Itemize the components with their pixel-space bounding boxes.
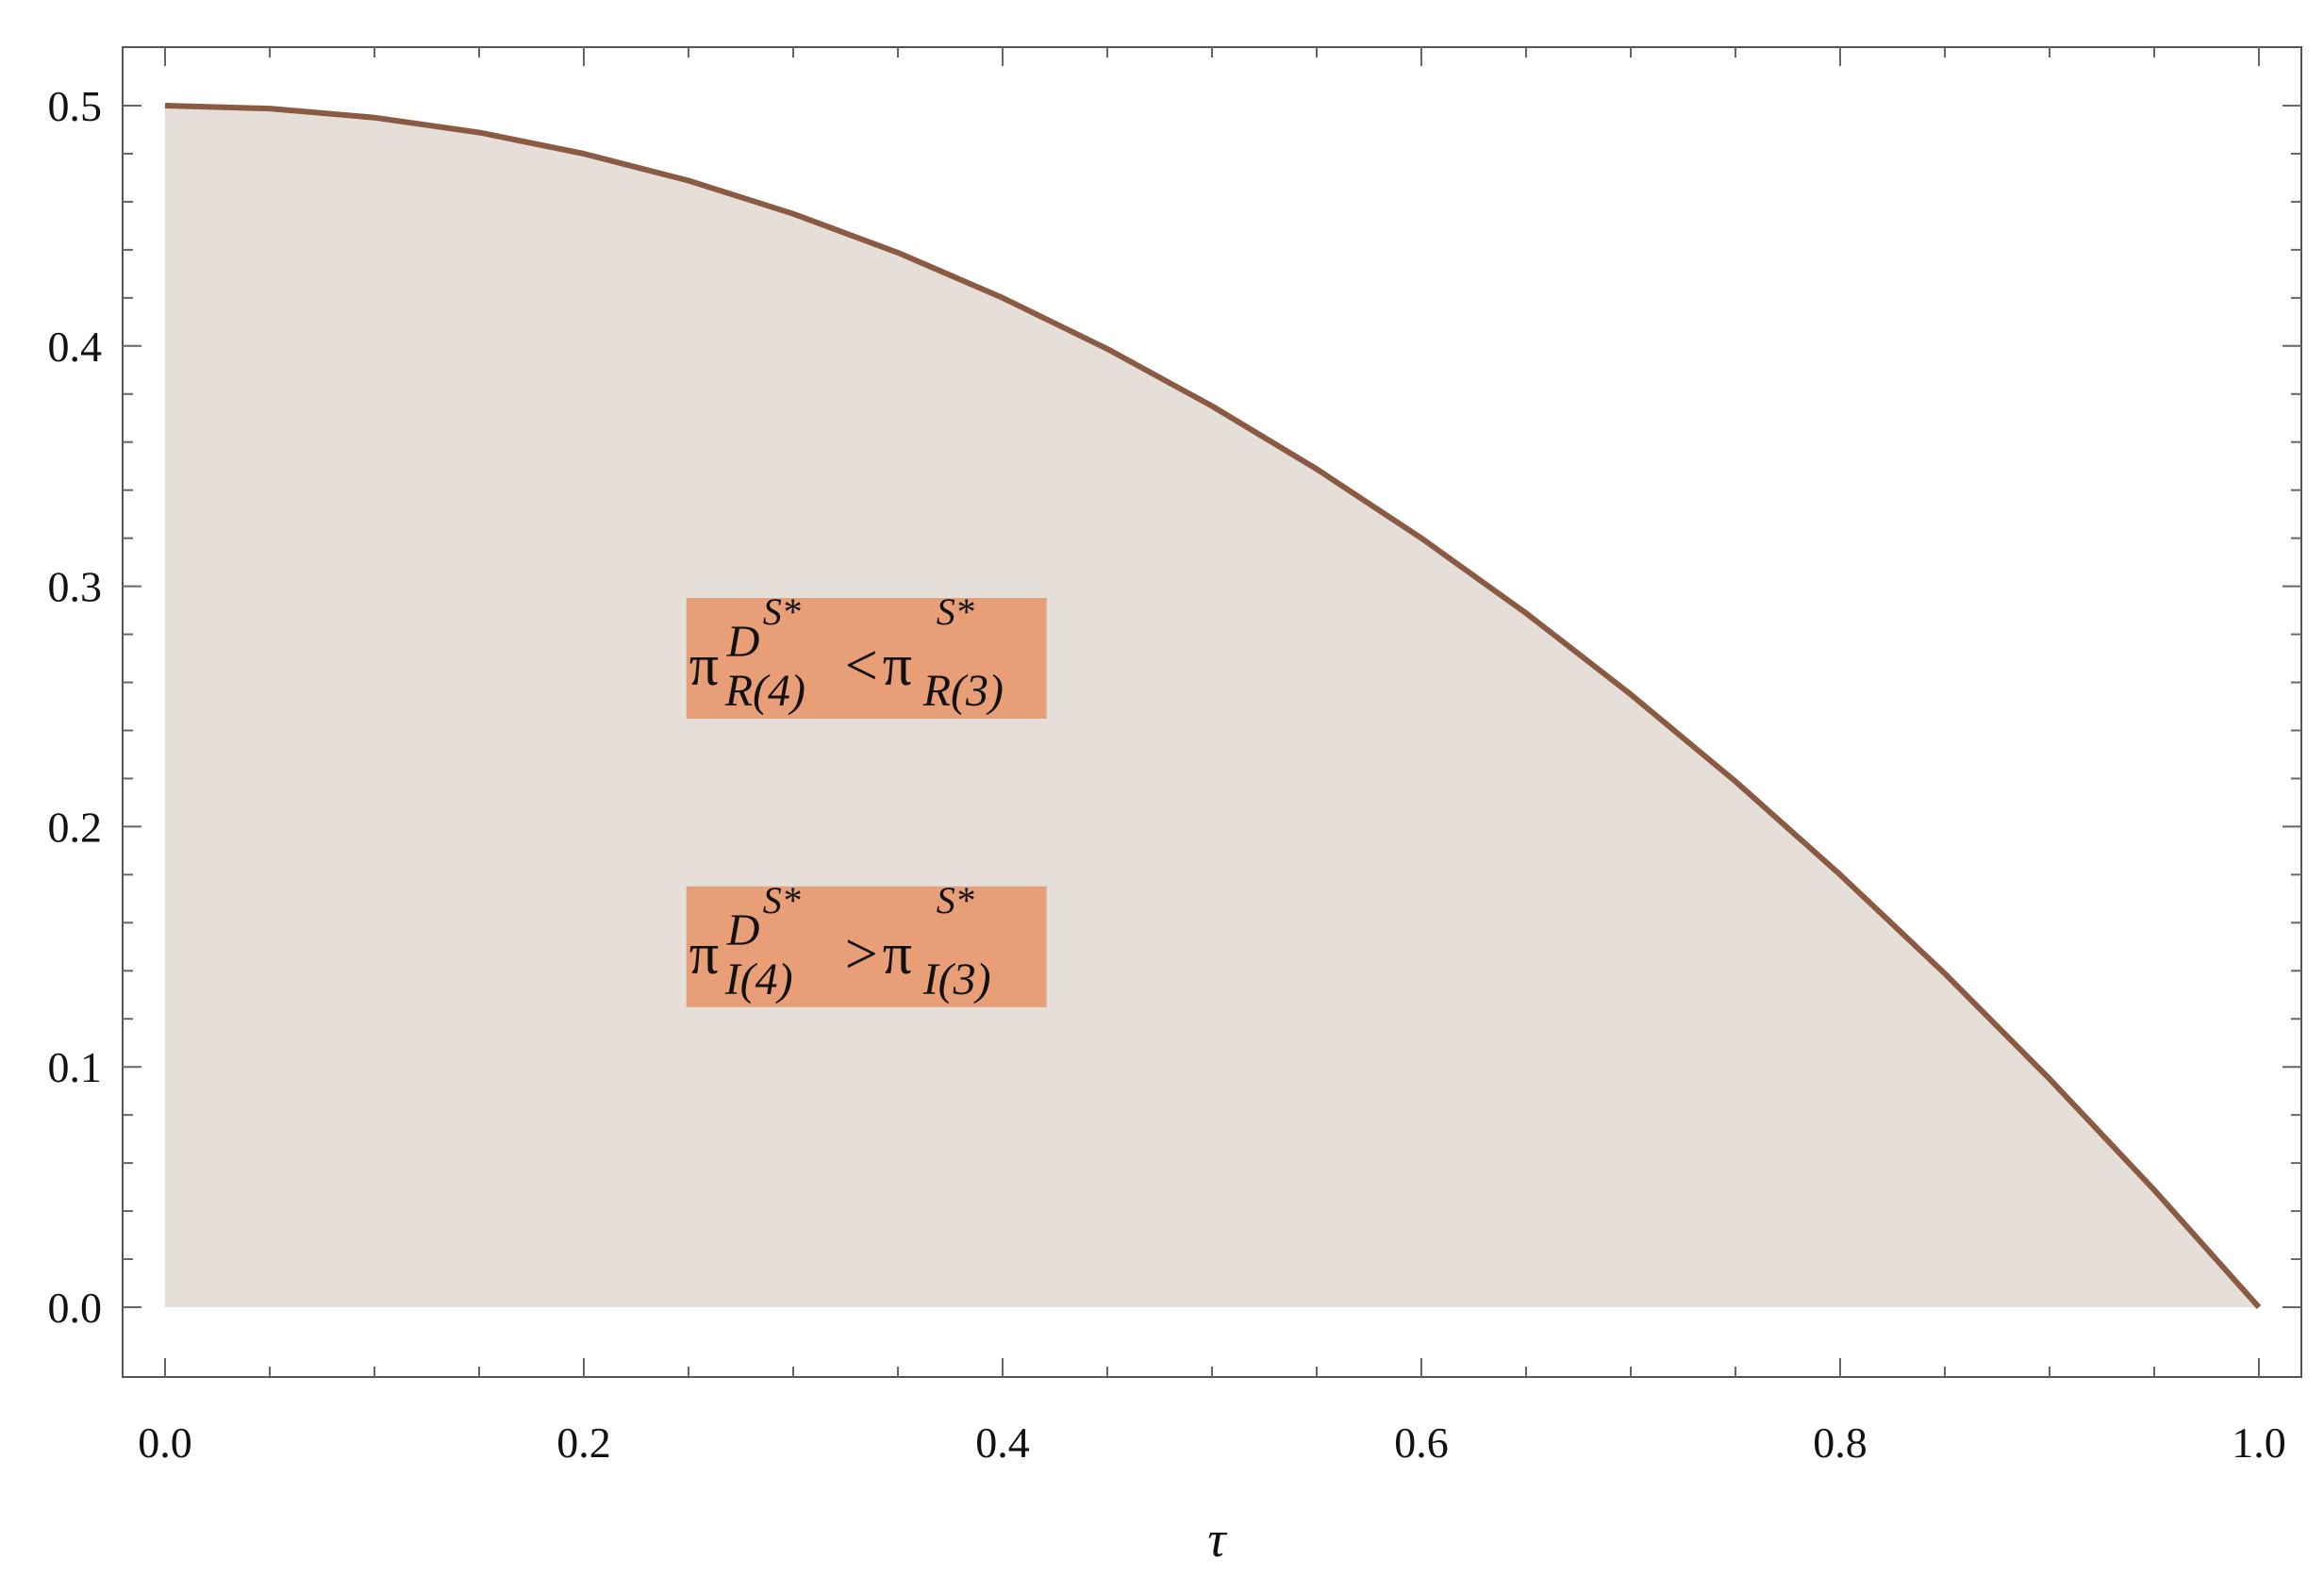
annotation-sup-right: S* — [937, 879, 974, 921]
annotation-sup-right: S* — [937, 590, 974, 633]
annotation-pi-right: π — [883, 922, 912, 987]
y-tick-label: 0.3 — [48, 563, 103, 611]
annotation-2: π I(4)DS*> πS*I(3) — [686, 879, 1047, 1007]
x-tick-labels: 0.0 0.2 0.4 0.6 0.8 1.0 — [138, 1419, 2286, 1467]
annotation-pi-left: π — [689, 634, 719, 698]
annotation-supsup-left: S* — [763, 879, 801, 921]
annotation-relation: > — [845, 922, 878, 987]
annotation-box — [686, 886, 1047, 1007]
x-tick-label: 0.6 — [1394, 1419, 1449, 1467]
x-tick-label: 0.0 — [138, 1419, 192, 1467]
x-tick-label: 0.2 — [556, 1419, 611, 1467]
y-tick-label: 0.2 — [48, 803, 103, 851]
annotation-sup-left: D — [726, 905, 760, 955]
frame-ticks — [123, 47, 2301, 1377]
annotation-sub-right: R(3) — [922, 666, 1004, 716]
y-tick-label: 0.1 — [48, 1043, 103, 1091]
annotation-relation: < — [845, 634, 878, 698]
line-layer — [164, 103, 2262, 1309]
annotation-sub-right: I(3) — [922, 954, 991, 1004]
annotation-layer: π R(4)DS*< πS*R(3)π I(4)DS*> πS*I(3) — [686, 590, 1047, 1007]
x-tick-label: 0.4 — [975, 1419, 1030, 1467]
annotation-sup-left: D — [726, 617, 760, 667]
y-tick-labels: 0.0 0.1 0.2 0.3 0.4 0.5 — [48, 82, 103, 1332]
annotation-pi-right: π — [883, 634, 912, 698]
annotation-supsup-left: S* — [763, 590, 801, 633]
annotation-box — [686, 598, 1047, 720]
boundary-curve — [164, 103, 2262, 1309]
x-axis-title: τ — [1207, 1511, 1227, 1568]
x-tick-label: 1.0 — [2232, 1419, 2286, 1467]
annotation-sub-left: R(4) — [724, 666, 805, 716]
annotation-1: π R(4)DS*< πS*R(3) — [686, 590, 1047, 720]
y-tick-label: 0.0 — [48, 1284, 103, 1332]
annotation-pi-left: π — [689, 922, 719, 987]
x-tick-label: 0.8 — [1813, 1419, 1868, 1467]
y-tick-label: 0.5 — [48, 82, 103, 130]
annotation-sub-left: I(4) — [724, 954, 793, 1004]
y-tick-label: 0.4 — [48, 323, 103, 371]
